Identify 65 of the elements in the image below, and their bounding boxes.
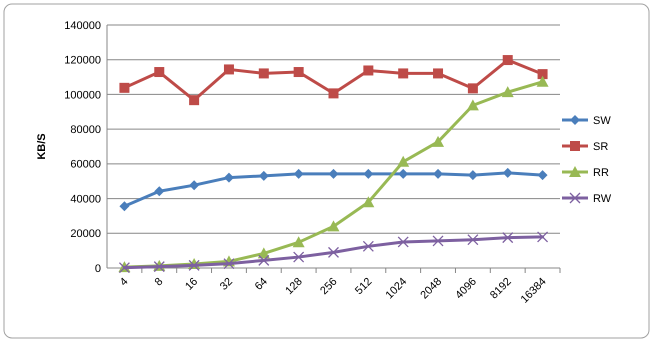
x-tick-label: 512	[353, 276, 374, 298]
point	[362, 196, 374, 208]
legend-label: SW	[593, 114, 612, 127]
point	[223, 258, 235, 270]
point	[119, 82, 130, 93]
point	[538, 170, 548, 180]
point	[328, 220, 340, 232]
point	[258, 254, 270, 266]
y-axis-title: KB/S	[36, 133, 48, 160]
legend-label: RR	[593, 166, 609, 179]
point	[258, 170, 269, 181]
point	[119, 201, 130, 212]
y-tick-label: 80000	[70, 124, 101, 136]
point	[293, 251, 304, 263]
point	[224, 64, 234, 74]
point	[432, 136, 444, 147]
point	[189, 180, 200, 190]
point	[154, 186, 164, 196]
point	[224, 172, 234, 183]
point	[502, 55, 513, 66]
point	[433, 68, 444, 78]
y-tick-label: 100000	[64, 89, 101, 102]
point	[189, 95, 200, 106]
point	[398, 168, 408, 179]
point	[398, 68, 408, 78]
point	[363, 168, 374, 179]
point	[328, 246, 340, 258]
y-tick-label: 0	[94, 262, 101, 275]
y-tick-label: 40000	[70, 193, 101, 206]
point	[536, 231, 548, 243]
y-tick-label: 120000	[64, 54, 101, 67]
point	[328, 168, 338, 179]
x-tick-label: 64	[252, 276, 270, 293]
point	[468, 83, 478, 94]
point	[363, 65, 374, 76]
point	[154, 67, 164, 78]
x-tick-label: 128	[283, 276, 305, 298]
point	[433, 168, 444, 179]
point	[398, 236, 409, 248]
point	[466, 99, 479, 110]
point	[468, 170, 478, 180]
y-tick-label: 20000	[70, 228, 101, 240]
point	[467, 234, 479, 246]
y-tick-label: 60000	[70, 158, 101, 171]
x-tick-label: 4	[118, 276, 131, 288]
point	[258, 68, 269, 78]
point	[432, 235, 444, 247]
point	[397, 156, 410, 167]
x-tick-label: 8	[152, 276, 166, 288]
y-tick-label: 140000	[64, 20, 101, 32]
point	[292, 236, 305, 248]
point	[328, 88, 338, 98]
point	[294, 67, 304, 78]
point	[502, 86, 514, 98]
point	[536, 76, 549, 87]
point	[502, 232, 514, 244]
legend-label: SR	[593, 140, 608, 153]
x-tick-label: 32	[218, 276, 236, 293]
point	[294, 168, 304, 179]
point	[362, 240, 374, 252]
x-tick-label: 16	[183, 276, 200, 293]
point	[502, 168, 513, 178]
point	[538, 69, 548, 80]
x-tick-label: 256	[318, 276, 340, 298]
legend-label: RW	[593, 192, 612, 205]
